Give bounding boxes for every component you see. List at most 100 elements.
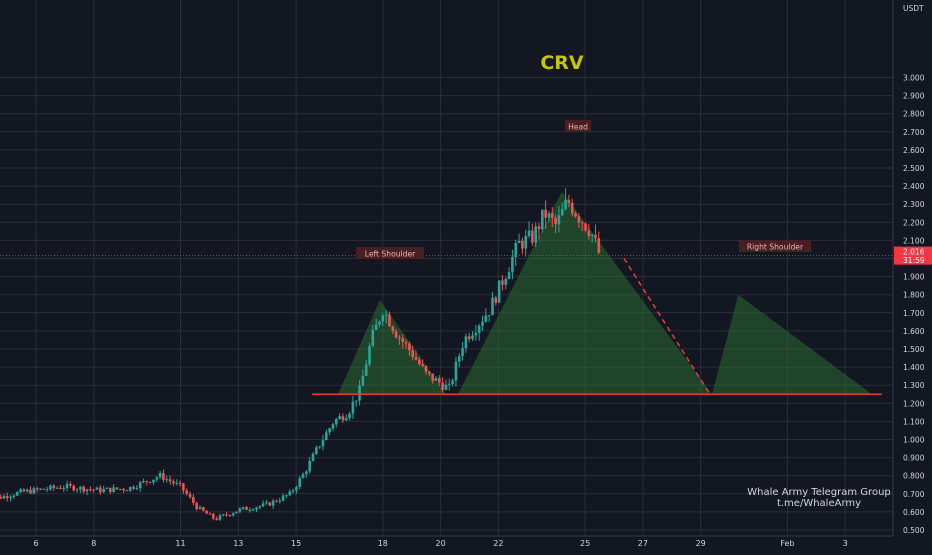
candle-down: [441, 382, 444, 390]
price-axis[interactable]: 3.000 2.900 2.800 2.700 2.600 2.500 2.400 2.300…: [892, 0, 932, 536]
candle-up: [547, 213, 551, 218]
candle-up: [477, 325, 481, 333]
candle-down: [550, 213, 554, 218]
candle-up: [241, 507, 245, 509]
candle-down: [5, 495, 9, 498]
candle-down: [567, 199, 571, 203]
candle-up: [65, 483, 69, 489]
time-tick-label: Feb: [780, 539, 794, 548]
price-tick-label: 2.900: [903, 92, 925, 101]
candle-down: [89, 489, 92, 491]
candle-up: [374, 324, 378, 330]
price-tick-label: 0.600: [903, 508, 925, 517]
price-tick-label: 2.800: [903, 110, 925, 119]
price-tick-label: 1.000: [903, 436, 925, 445]
candle-up: [112, 487, 115, 493]
candle-up: [235, 511, 238, 514]
candle-up: [487, 315, 491, 317]
candle-up: [301, 473, 305, 479]
candle-up: [105, 487, 109, 489]
candle-down: [188, 494, 192, 498]
candle-down: [494, 297, 498, 303]
candle-down: [394, 331, 398, 338]
candle-up: [39, 488, 42, 490]
candle-up: [311, 453, 315, 462]
candle-down: [72, 485, 76, 491]
candle-up: [364, 364, 368, 376]
candle-up: [348, 413, 351, 419]
candle-down: [59, 487, 62, 489]
candle-up: [19, 489, 22, 493]
candle-up: [358, 385, 361, 401]
price-tick-label: 1.300: [903, 381, 925, 390]
candle-up: [315, 447, 318, 454]
overlay: Left Shoulder Head Right Shoulder CRV Whale …: [0, 52, 893, 509]
candle-up: [175, 482, 179, 484]
candle-down: [580, 222, 584, 224]
time-tick-label: 27: [638, 539, 648, 548]
candle-up: [444, 384, 448, 390]
current-price-tag: [894, 246, 932, 265]
pattern-label: Head: [568, 123, 588, 132]
candle-up: [354, 400, 358, 402]
watermark-line-1: Whale Army Telegram Group: [747, 487, 891, 498]
candle-down: [401, 338, 405, 342]
candle-up: [305, 471, 308, 474]
candle-down: [29, 489, 32, 494]
candle-down: [398, 337, 401, 339]
candle-up: [255, 507, 258, 510]
time-axis[interactable]: 6 8 11 13 15 18 20 22 25 27 29 Feb 3: [0, 535, 893, 548]
price-tick-label: 1.400: [903, 363, 925, 372]
candle-down: [205, 510, 208, 514]
candle-down: [577, 216, 581, 223]
time-tick-label: 22: [493, 539, 503, 548]
candle-up: [461, 348, 464, 357]
candle-up: [278, 500, 282, 502]
candle-up: [318, 446, 321, 448]
price-tick-label: 1.500: [903, 345, 925, 354]
candle-up: [288, 491, 292, 496]
time-tick-label: 25: [580, 539, 590, 548]
candle-down: [388, 314, 391, 327]
candle-up: [351, 401, 355, 414]
time-tick-label: 3: [843, 539, 848, 548]
candle-down: [467, 336, 471, 340]
candle-up: [285, 495, 288, 497]
candle-down: [82, 486, 85, 492]
price-tick-label: 1.800: [903, 291, 925, 300]
candle-down: [185, 490, 189, 495]
candle-down: [537, 226, 541, 230]
currency-label: USDT: [903, 4, 924, 13]
candle-up: [265, 502, 268, 504]
candle-up: [218, 515, 222, 520]
candle-down: [108, 487, 112, 493]
candle-up: [281, 495, 285, 501]
candle-down: [215, 518, 218, 520]
candle-down: [268, 502, 272, 506]
candle-up: [291, 490, 295, 492]
candle-down: [411, 350, 415, 358]
candle-down: [208, 513, 212, 515]
price-tick-label: 0.900: [903, 454, 925, 463]
candle-up: [331, 424, 335, 429]
candle-down: [418, 359, 421, 365]
candle-down: [99, 487, 102, 493]
candle-up: [32, 488, 36, 494]
candle-up: [491, 297, 494, 316]
candle-down: [148, 481, 152, 483]
candle-up: [298, 478, 302, 488]
candle-down: [162, 473, 165, 480]
candle-up: [55, 487, 59, 489]
candle-up: [231, 513, 235, 516]
candle-up: [79, 486, 82, 490]
candle-down: [202, 507, 205, 511]
candle-up: [451, 380, 454, 384]
pattern-label: Left Shoulder: [365, 250, 416, 259]
candle-up: [511, 256, 514, 273]
chart-title: CRV: [540, 52, 584, 74]
candle-down: [192, 497, 195, 503]
time-tick-label: 13: [233, 539, 243, 548]
candle-up: [524, 236, 528, 249]
